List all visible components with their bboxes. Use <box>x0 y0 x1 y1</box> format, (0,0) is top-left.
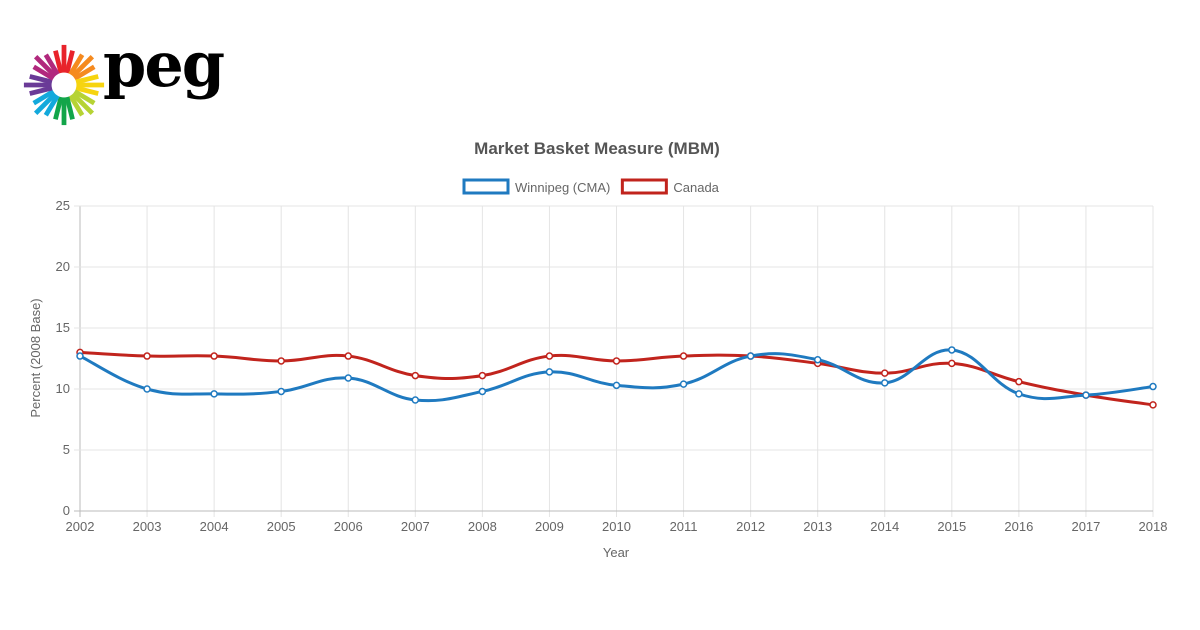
data-point-winnipeg-cma[interactable] <box>344 374 352 382</box>
legend-swatch <box>462 178 510 195</box>
chart-legend: Winnipeg (CMA) Canada <box>462 178 720 195</box>
logo-ray <box>29 74 53 85</box>
logo-ray <box>64 50 75 74</box>
data-point-winnipeg-cma[interactable] <box>411 396 420 404</box>
y-axis-label: Percent (2008 Base) <box>28 298 43 417</box>
logo-ray <box>53 50 64 74</box>
logo-ray <box>71 92 95 116</box>
logo-ray <box>71 54 95 78</box>
logo-ray <box>73 89 96 106</box>
x-tick-label: 2011 <box>670 519 698 534</box>
data-point-canada[interactable] <box>344 352 352 360</box>
x-tick-label: 2009 <box>535 519 564 534</box>
x-tick-label: 2010 <box>602 519 631 534</box>
logo-ray <box>33 92 57 116</box>
x-tick-label: 2008 <box>468 519 497 534</box>
y-tick-label: 10 <box>56 381 70 396</box>
data-point-canada[interactable] <box>1149 401 1157 409</box>
x-tick-label: 2018 <box>1139 519 1168 534</box>
data-point-winnipeg-cma[interactable] <box>679 380 688 388</box>
data-point-winnipeg-cma[interactable] <box>1015 390 1023 398</box>
x-tick-label: 2017 <box>1071 519 1100 534</box>
x-tick-label: 2016 <box>1004 519 1033 534</box>
legend-label: Winnipeg (CMA) <box>515 180 610 195</box>
data-point-winnipeg-cma[interactable] <box>881 379 889 387</box>
x-tick-label: 2007 <box>401 519 430 534</box>
data-point-winnipeg-cma[interactable] <box>478 387 487 396</box>
logo-ray <box>32 64 55 81</box>
y-tick-label: 5 <box>63 442 70 457</box>
x-tick-label: 2002 <box>66 519 95 534</box>
data-point-canada[interactable] <box>612 357 621 365</box>
legend-label: Canada <box>673 180 719 195</box>
logo-ray <box>64 96 75 120</box>
logo-ray <box>68 53 85 76</box>
logo-ray <box>73 64 96 81</box>
data-point-winnipeg-cma[interactable] <box>1082 391 1090 399</box>
data-point-winnipeg-cma[interactable] <box>612 381 621 390</box>
logo-ray <box>32 89 55 106</box>
y-tick-label: 0 <box>63 503 70 518</box>
y-tick-label: 20 <box>56 259 70 274</box>
legend-swatch <box>620 178 668 195</box>
logo-ray <box>53 96 64 120</box>
data-point-canada[interactable] <box>143 352 151 360</box>
data-point-winnipeg-cma[interactable] <box>143 385 151 393</box>
logo-ray <box>43 94 60 117</box>
legend-item-canada[interactable]: Canada <box>620 178 720 195</box>
peg-logo-text: peg <box>103 28 225 101</box>
data-point-winnipeg-cma[interactable] <box>76 352 84 360</box>
data-point-canada[interactable] <box>277 357 285 365</box>
x-tick-label: 2003 <box>133 519 162 534</box>
x-tick-label: 2004 <box>200 519 229 534</box>
logo-ray <box>43 53 60 76</box>
x-tick-label: 2005 <box>267 519 296 534</box>
x-tick-label: 2006 <box>334 519 363 534</box>
data-point-winnipeg-cma[interactable] <box>1149 382 1157 391</box>
logo-ray <box>33 54 57 78</box>
x-axis-label: Year <box>603 545 630 560</box>
data-point-canada[interactable] <box>411 371 420 380</box>
logo-ray <box>29 85 53 96</box>
chart-title: Market Basket Measure (MBM) <box>474 139 720 158</box>
data-point-winnipeg-cma[interactable] <box>210 390 218 398</box>
data-point-canada[interactable] <box>948 359 956 368</box>
data-point-winnipeg-cma[interactable] <box>813 355 822 364</box>
logo-ray <box>75 85 99 96</box>
data-point-winnipeg-cma[interactable] <box>948 346 956 354</box>
x-tick-label: 2013 <box>803 519 832 534</box>
y-tick-label: 15 <box>56 320 70 335</box>
x-tick-label: 2015 <box>937 519 966 534</box>
logo-ray <box>68 94 85 117</box>
data-point-canada[interactable] <box>1015 377 1023 386</box>
data-point-canada[interactable] <box>478 371 487 380</box>
logo-ray <box>75 74 99 85</box>
legend-item-winnipeg-cma[interactable]: Winnipeg (CMA) <box>462 178 610 195</box>
x-tick-label: 2012 <box>736 519 765 534</box>
x-tick-label: 2014 <box>870 519 899 534</box>
data-point-canada[interactable] <box>679 352 688 360</box>
y-tick-label: 25 <box>56 198 70 213</box>
data-point-winnipeg-cma[interactable] <box>277 387 285 396</box>
data-point-canada[interactable] <box>210 352 218 360</box>
data-point-canada[interactable] <box>545 352 554 360</box>
data-point-winnipeg-cma[interactable] <box>545 368 554 376</box>
data-point-canada[interactable] <box>881 369 889 377</box>
chart-ticks: 2002 2003 2004 2005 2006 2007 2008 2009 2010 2011… <box>56 198 1168 534</box>
data-point-winnipeg-cma[interactable] <box>746 352 755 360</box>
peg-logo-sunburst-icon <box>23 44 105 126</box>
chart-series <box>76 346 1157 409</box>
